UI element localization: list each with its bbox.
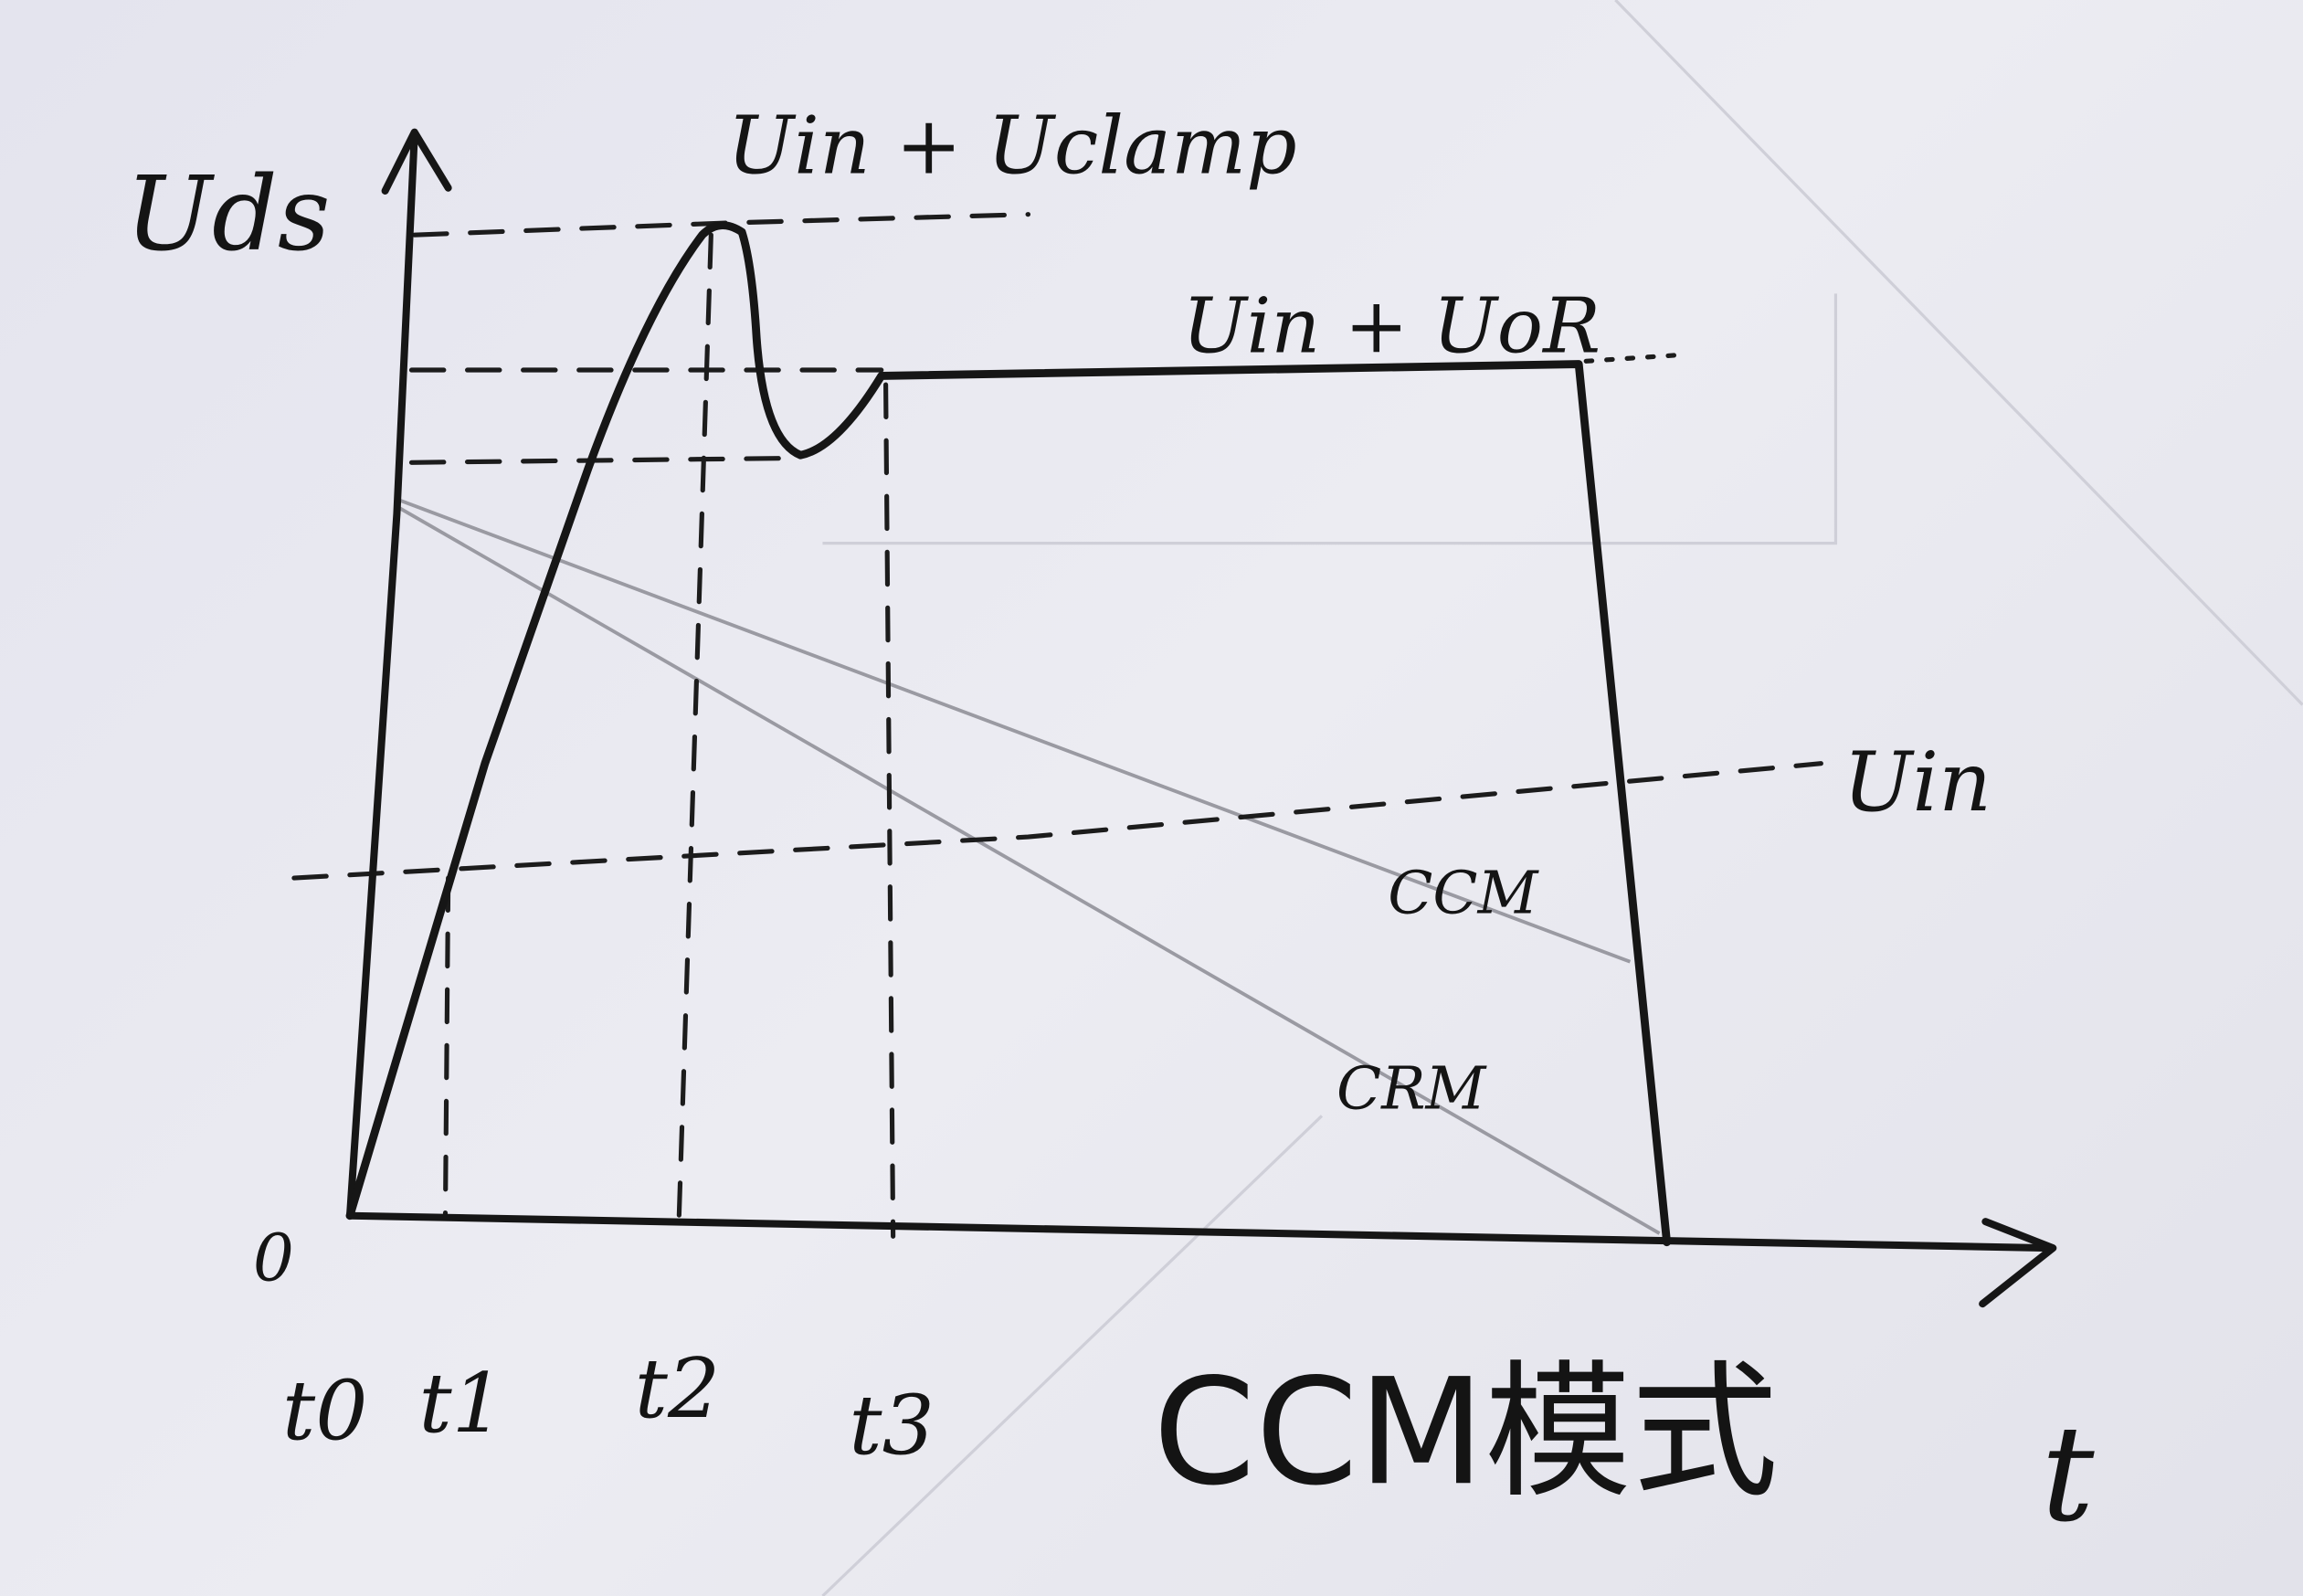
y-axis-label: Uds [125, 154, 331, 274]
ccm-line-label: CCM [1388, 860, 1539, 928]
t1-label: t1 [419, 1356, 504, 1452]
reflected-level-label: Uin + UoR [1182, 281, 1600, 371]
mode-caption: CCM模式 [1153, 1347, 1778, 1517]
crm-line-label: CRM [1336, 1054, 1488, 1123]
clamp-level-label: Uin + Uclamp [727, 100, 1297, 193]
x-axis [345, 1211, 2053, 1252]
t2-label: t2 [635, 1341, 720, 1437]
y-axis-arrow-icon [381, 128, 452, 195]
paper-bleed-through [821, 0, 2303, 1596]
t3-label: t3 [849, 1378, 934, 1474]
input-level-label: Uin [1843, 735, 1991, 830]
y-axis [345, 131, 418, 1220]
origin-label: 0 [253, 1220, 294, 1295]
x-axis-arrow-icon [1979, 1218, 2057, 1308]
crm-slope-line [396, 504, 1661, 1235]
axes [345, 128, 2057, 1308]
ccm-slope-line [396, 497, 1632, 964]
t0-label: t0 [282, 1363, 367, 1459]
x-axis-label: t [2041, 1398, 2095, 1551]
uds-waveform [345, 221, 1672, 1247]
